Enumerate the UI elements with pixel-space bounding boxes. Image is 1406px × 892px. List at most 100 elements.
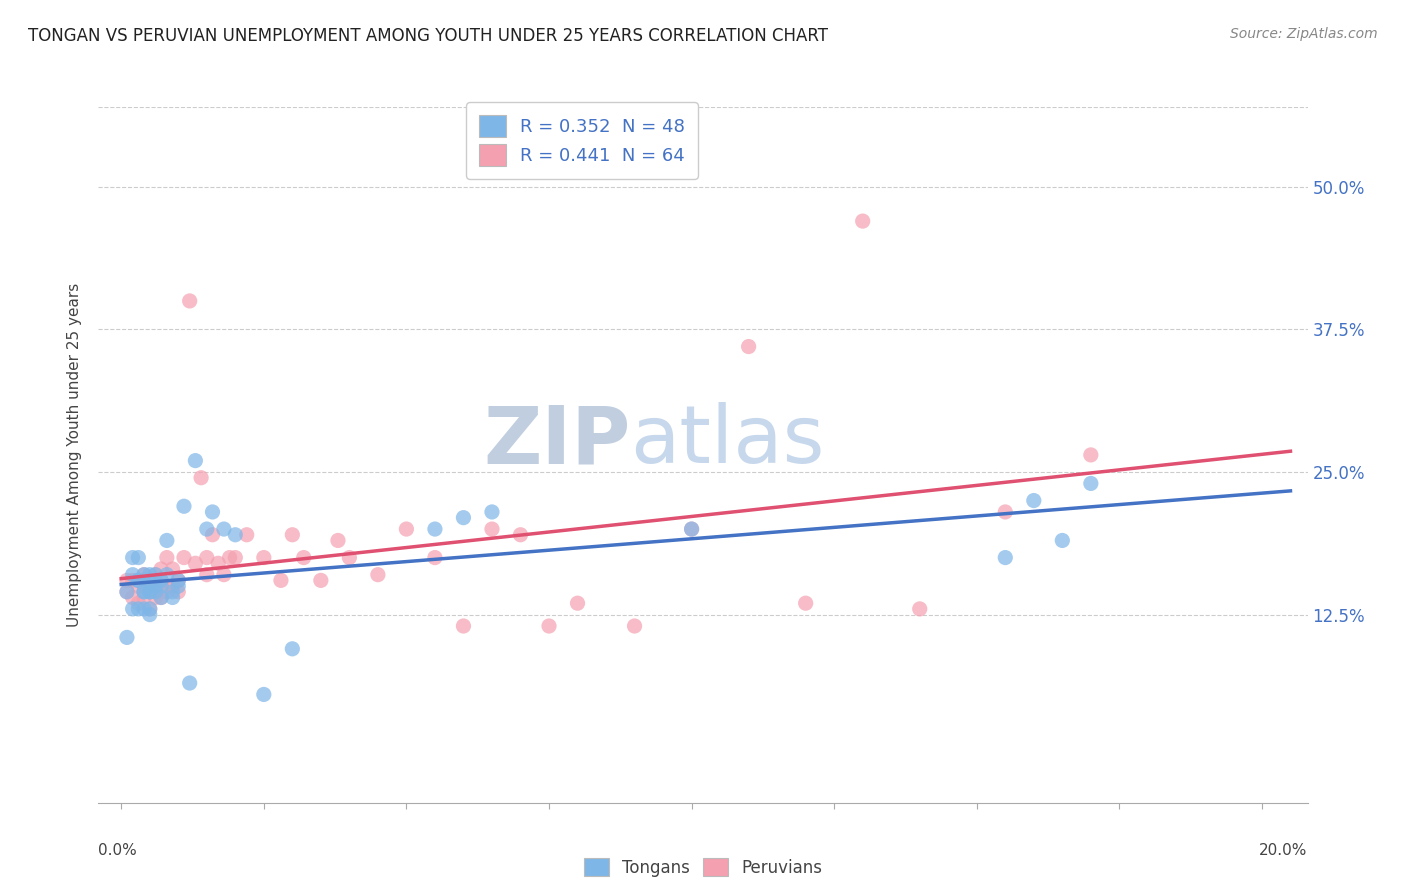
Point	[737, 340, 759, 354]
Point	[132, 567, 155, 582]
Point	[127, 550, 149, 565]
Point	[127, 574, 149, 588]
Point	[681, 522, 703, 536]
Point	[537, 619, 560, 633]
Point	[132, 579, 155, 593]
Point	[150, 591, 173, 605]
Point	[156, 550, 179, 565]
Point	[253, 688, 276, 702]
Point	[167, 574, 190, 588]
Point	[794, 596, 817, 610]
Point	[121, 574, 143, 588]
Point	[281, 528, 304, 542]
Point	[127, 574, 149, 588]
Point	[132, 574, 155, 588]
Point	[150, 574, 173, 588]
Point	[453, 510, 475, 524]
Point	[121, 602, 143, 616]
Point	[253, 550, 276, 565]
Point	[309, 574, 332, 588]
Point	[156, 584, 179, 599]
Point	[145, 567, 167, 582]
Point	[212, 567, 235, 582]
Point	[132, 584, 155, 599]
Point	[115, 574, 138, 588]
Point	[132, 567, 155, 582]
Point	[139, 602, 162, 616]
Point	[481, 505, 503, 519]
Point	[132, 602, 155, 616]
Point	[127, 574, 149, 588]
Point	[179, 676, 201, 690]
Point	[367, 567, 389, 582]
Point	[150, 579, 173, 593]
Point	[184, 556, 207, 570]
Point	[145, 584, 167, 599]
Point	[281, 641, 304, 656]
Point	[132, 584, 155, 599]
Point	[121, 567, 143, 582]
Point	[121, 550, 143, 565]
Point	[145, 567, 167, 582]
Text: atlas: atlas	[630, 402, 825, 480]
Point	[190, 471, 212, 485]
Point	[162, 579, 184, 593]
Point	[173, 550, 195, 565]
Legend: Tongans, Peruvians: Tongans, Peruvians	[575, 849, 831, 885]
Point	[1080, 448, 1102, 462]
Text: 0.0%: 0.0%	[98, 843, 138, 858]
Point	[115, 631, 138, 645]
Point	[207, 556, 229, 570]
Point	[139, 567, 162, 582]
Y-axis label: Unemployment Among Youth under 25 years: Unemployment Among Youth under 25 years	[67, 283, 83, 627]
Point	[994, 550, 1017, 565]
Point	[195, 522, 218, 536]
Point	[127, 596, 149, 610]
Point	[167, 574, 190, 588]
Point	[681, 522, 703, 536]
Point	[167, 584, 190, 599]
Point	[150, 562, 173, 576]
Point	[423, 522, 446, 536]
Text: 20.0%: 20.0%	[1260, 843, 1308, 858]
Point	[127, 602, 149, 616]
Point	[162, 591, 184, 605]
Point	[156, 567, 179, 582]
Point	[139, 584, 162, 599]
Point	[150, 591, 173, 605]
Point	[218, 550, 240, 565]
Point	[908, 602, 931, 616]
Point	[115, 584, 138, 599]
Point	[150, 574, 173, 588]
Point	[195, 550, 218, 565]
Point	[481, 522, 503, 536]
Point	[567, 596, 589, 610]
Point	[235, 528, 257, 542]
Point	[139, 579, 162, 593]
Point	[224, 528, 246, 542]
Point	[224, 550, 246, 565]
Point	[270, 574, 292, 588]
Point	[173, 500, 195, 514]
Point	[994, 505, 1017, 519]
Point	[623, 619, 645, 633]
Point	[156, 533, 179, 548]
Point	[326, 533, 349, 548]
Point	[145, 579, 167, 593]
Point	[423, 550, 446, 565]
Point	[139, 584, 162, 599]
Point	[852, 214, 875, 228]
Point	[292, 550, 315, 565]
Point	[195, 567, 218, 582]
Point	[453, 619, 475, 633]
Point	[337, 550, 360, 565]
Point	[132, 591, 155, 605]
Point	[127, 579, 149, 593]
Point	[395, 522, 418, 536]
Point	[139, 584, 162, 599]
Point	[179, 293, 201, 308]
Point	[115, 584, 138, 599]
Point	[145, 579, 167, 593]
Point	[139, 602, 162, 616]
Point	[1080, 476, 1102, 491]
